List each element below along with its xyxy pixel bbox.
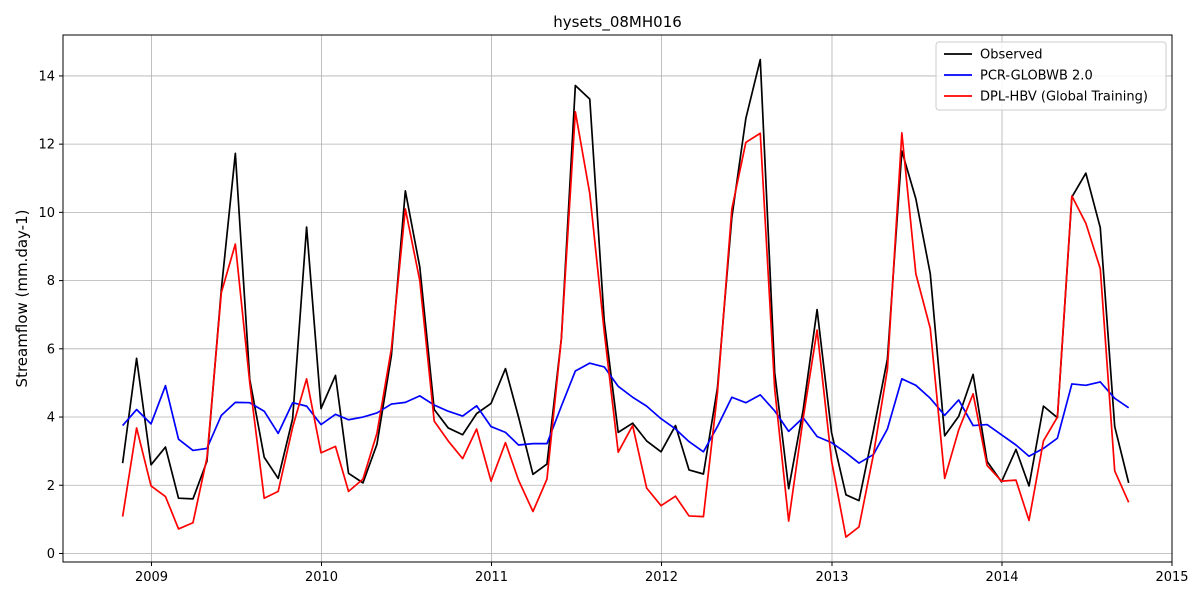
x-tick-label: 2012 bbox=[645, 570, 678, 585]
legend-label: DPL-HBV (Global Training) bbox=[980, 90, 1148, 105]
series-layer bbox=[121, 58, 1130, 538]
chart-title: hysets_08MH016 bbox=[553, 13, 682, 32]
y-tick-label: 8 bbox=[47, 274, 55, 289]
y-tick-label: 4 bbox=[47, 411, 55, 426]
series-line-observed bbox=[121, 58, 1130, 502]
plot-frame bbox=[62, 34, 1173, 563]
y-tick-label: 14 bbox=[38, 69, 55, 84]
x-tick-label: 2015 bbox=[1155, 570, 1188, 585]
y-tick-label: 12 bbox=[38, 138, 55, 153]
x-tick-label: 2011 bbox=[475, 570, 508, 585]
y-axis-label: Streamflow (mm.day-1) bbox=[13, 210, 31, 388]
legend-label: PCR-GLOBWB 2.0 bbox=[980, 69, 1093, 84]
series-line-dpl-hbv-global-training bbox=[121, 110, 1130, 538]
y-tick-label: 2 bbox=[47, 479, 55, 494]
axis-layer: 2009 2010 2011 2012 2013 2014 2015 0 2 4 6 8 10 12 14 bbox=[38, 69, 1188, 585]
x-tick-label: 2013 bbox=[815, 570, 848, 585]
x-tick-label: 2009 bbox=[135, 570, 168, 585]
legend-box bbox=[935, 41, 1167, 111]
x-tick-label: 2014 bbox=[985, 570, 1018, 585]
grid-layer bbox=[63, 35, 1173, 562]
y-tick-label: 0 bbox=[47, 547, 55, 562]
legend: Observed PCR-GLOBWB 2.0 DPL-HBV (Global Tr… bbox=[935, 41, 1167, 111]
series-line-pcr-globwb-2-0 bbox=[121, 362, 1130, 464]
legend-label: Observed bbox=[980, 48, 1043, 63]
y-tick-label: 6 bbox=[47, 342, 55, 357]
y-tick-label: 10 bbox=[38, 206, 55, 221]
x-tick-label: 2010 bbox=[305, 570, 338, 585]
